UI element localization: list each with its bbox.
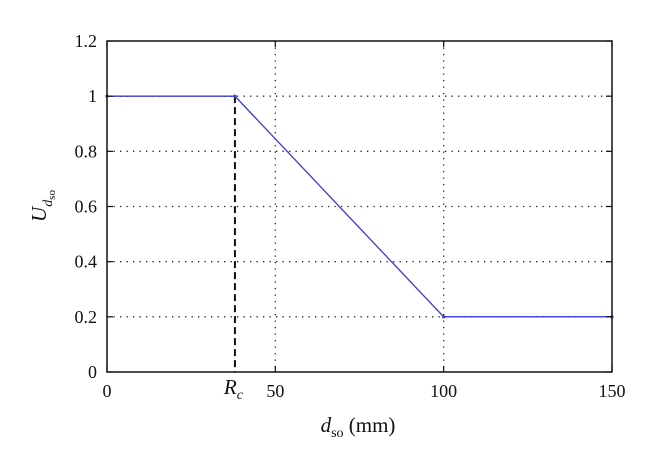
y-axis-label-sub-d: d — [41, 199, 56, 207]
series-line — [107, 95, 612, 318]
x-tick-label: 50 — [266, 381, 284, 401]
x-tick-label: 100 — [430, 381, 457, 401]
y-axis-label-main: U — [27, 205, 51, 222]
x-axis-label-unit: (mm) — [344, 413, 396, 437]
series-point — [442, 315, 446, 319]
y-tick-label: 0 — [88, 362, 97, 382]
series-point — [233, 94, 237, 98]
x-axis-label: dso (mm) — [321, 413, 396, 441]
x-tick-label: 150 — [599, 381, 626, 401]
y-tick-label: 1 — [88, 86, 97, 106]
x-axis-ticks: 0 50 100 150 — [103, 41, 626, 401]
y-tick-label: 0.4 — [75, 252, 98, 272]
y-axis-ticks: 0 0.2 0.4 0.6 0.8 1 1.2 — [75, 31, 612, 382]
x-axis-label-sub: so — [331, 426, 343, 441]
rc-label-sub: c — [237, 388, 244, 403]
grid-lines — [107, 41, 612, 372]
y-tick-label: 0.8 — [75, 141, 98, 161]
y-axis-label-sub-so: so — [46, 190, 58, 200]
series-layer — [105, 94, 614, 319]
y-tick-label: 1.2 — [75, 31, 98, 51]
x-axis-label-main: d — [321, 413, 332, 437]
y-axis-label: Udso — [27, 190, 58, 222]
x-tick-label: 0 — [103, 381, 112, 401]
y-tick-label: 0.6 — [75, 197, 98, 217]
rc-label-main: R — [223, 375, 237, 399]
rc-annotation-label: Rc — [223, 375, 244, 403]
y-tick-label: 0.2 — [75, 307, 98, 327]
